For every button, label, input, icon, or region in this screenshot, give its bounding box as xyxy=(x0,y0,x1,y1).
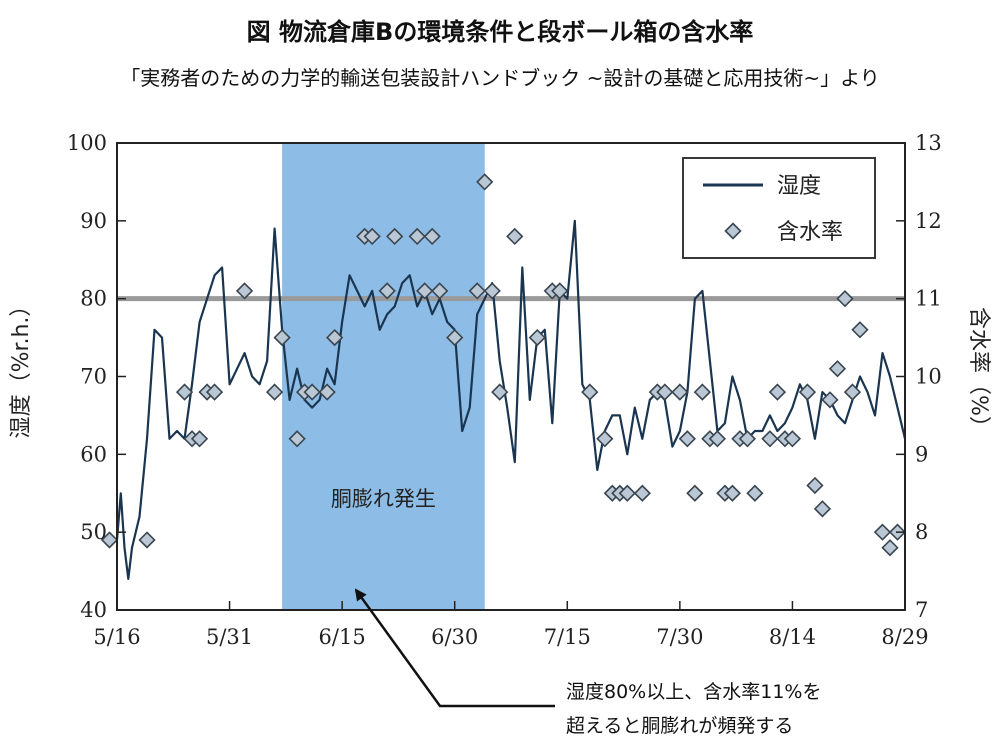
annotation-arrow xyxy=(354,588,555,708)
moisture-point xyxy=(265,383,284,401)
moisture-point xyxy=(205,383,224,401)
moisture-point xyxy=(468,282,486,300)
legend-label-humidity: 湿度 xyxy=(777,174,821,199)
moisture-point xyxy=(326,328,344,347)
moisture-point xyxy=(798,383,817,401)
moisture-point xyxy=(431,282,449,300)
moisture-point xyxy=(408,227,426,246)
moisture-point xyxy=(235,282,254,300)
moisture-point xyxy=(821,391,839,409)
moisture-point xyxy=(138,531,156,549)
moisture-point xyxy=(303,383,321,401)
x-tick-label: 7/15 xyxy=(544,625,591,649)
region-label: 胴膨れ発生 xyxy=(331,487,436,511)
moisture-point xyxy=(318,383,336,401)
moisture-point xyxy=(678,430,696,448)
moisture-point xyxy=(476,173,494,191)
moisture-point xyxy=(738,430,757,448)
moisture-point xyxy=(633,484,651,502)
shaded-region xyxy=(282,143,485,610)
x-tick-label: 5/16 xyxy=(93,625,140,649)
y-right-tick-label: 13 xyxy=(915,131,942,155)
moisture-point xyxy=(581,383,599,401)
moisture-point xyxy=(528,328,546,347)
moisture-point xyxy=(618,484,636,502)
annotation-text-line: 湿度80%以上、含水率11%を xyxy=(566,681,821,703)
moisture-point xyxy=(656,383,674,401)
humidity-line xyxy=(115,219,907,581)
moisture-point xyxy=(378,282,396,300)
moisture-point xyxy=(843,383,862,401)
moisture-point xyxy=(386,227,404,246)
moisture-point xyxy=(423,227,441,246)
moisture-point xyxy=(491,383,509,401)
moisture-point xyxy=(175,383,194,401)
y-right-tick-label: 11 xyxy=(915,287,942,311)
moisture-point xyxy=(746,484,764,502)
moisture-point xyxy=(768,383,787,401)
moisture-point xyxy=(273,328,291,347)
y-left-tick-label: 70 xyxy=(80,365,107,389)
moisture-point xyxy=(686,484,704,502)
x-tick-label: 6/15 xyxy=(319,625,366,649)
moisture-point xyxy=(483,282,501,300)
moisture-point xyxy=(288,430,306,448)
y-left-tick-label: 80 xyxy=(80,287,107,311)
moisture-point xyxy=(190,430,209,448)
moisture-point xyxy=(416,282,434,300)
y-right-tick-label: 7 xyxy=(915,598,928,622)
moisture-point xyxy=(100,531,119,549)
moisture-point xyxy=(783,430,802,448)
y-right-axis-title: 含水率（%） xyxy=(966,307,991,438)
moisture-point xyxy=(836,290,854,308)
moisture-point xyxy=(671,383,689,401)
legend-label-moisture: 含水率 xyxy=(777,220,843,245)
x-tick-label: 6/30 xyxy=(431,625,478,649)
y-left-axis-title: 湿度（%r.h.） xyxy=(9,295,34,439)
chart-subtitle: 「実務者のための力学的輸送包装設計ハンドブック ~設計の基礎と応用技術~」より xyxy=(120,66,880,90)
x-tick-label: 8/14 xyxy=(769,625,816,649)
moisture-point xyxy=(446,328,464,347)
moisture-point xyxy=(708,430,727,448)
moisture-point xyxy=(873,523,892,541)
moisture-point xyxy=(806,476,824,495)
moisture-point xyxy=(881,539,899,557)
y-left-tick-label: 90 xyxy=(80,209,107,233)
y-right-tick-label: 12 xyxy=(915,209,942,233)
legend-diamond-swatch xyxy=(724,222,742,240)
y-right-tick-label: 9 xyxy=(915,442,928,466)
y-left-tick-label: 50 xyxy=(80,520,107,544)
x-tick-label: 8/29 xyxy=(881,625,928,649)
moisture-point xyxy=(551,282,569,300)
x-tick-label: 7/30 xyxy=(656,625,703,649)
x-tick-label: 5/31 xyxy=(206,625,253,649)
moisture-point xyxy=(851,321,869,339)
annotation-text-line: 超えると胴膨れが頻発する xyxy=(566,715,793,737)
y-left-tick-label: 100 xyxy=(67,131,107,155)
moisture-point xyxy=(761,430,779,448)
moisture-point xyxy=(693,383,712,401)
moisture-point xyxy=(506,227,524,246)
moisture-point xyxy=(813,500,832,518)
y-right-tick-label: 10 xyxy=(915,365,942,389)
y-left-tick-label: 40 xyxy=(80,598,107,622)
y-right-tick-label: 8 xyxy=(915,520,928,544)
moisture-point xyxy=(828,360,847,378)
moisture-point xyxy=(723,484,742,502)
chart-title: 図 物流倉庫Bの環境条件と段ボール箱の含水率 xyxy=(246,18,754,46)
legend-box xyxy=(682,157,876,259)
moisture-point xyxy=(363,227,381,246)
moisture-point xyxy=(596,430,614,448)
y-left-tick-label: 60 xyxy=(80,442,107,466)
